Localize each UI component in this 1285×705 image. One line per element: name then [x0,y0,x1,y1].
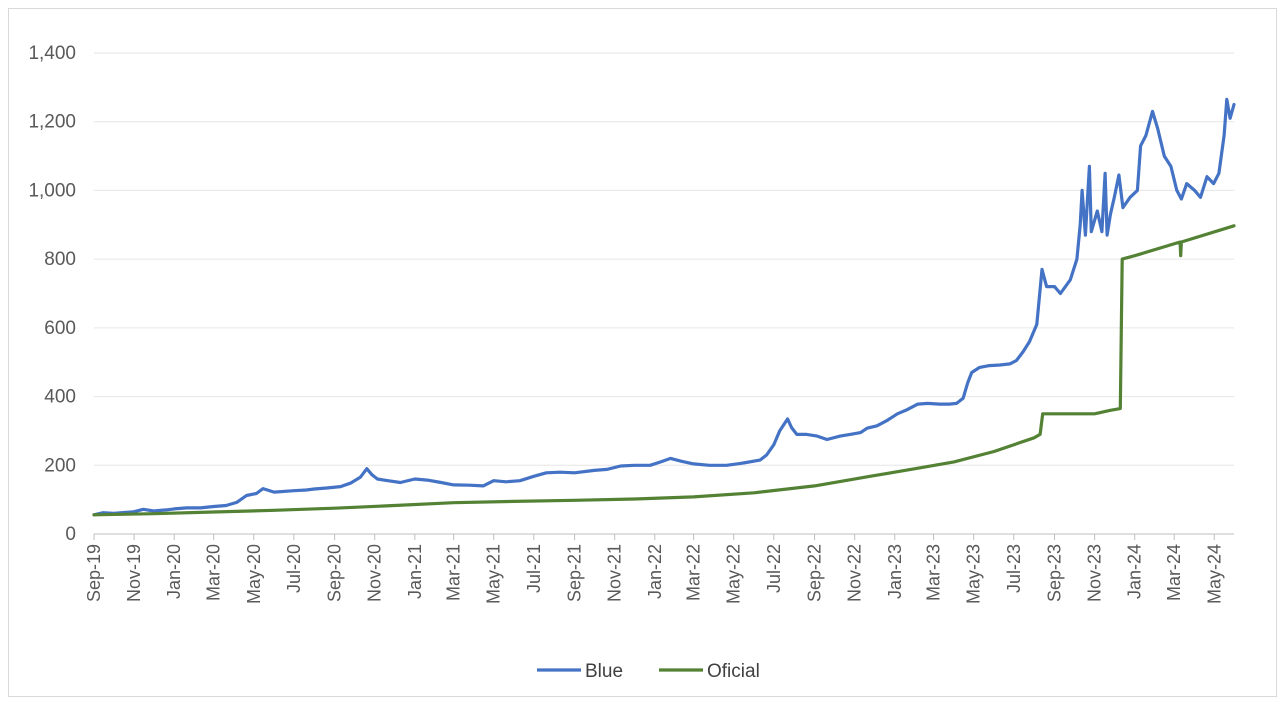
y-tick-label: 0 [65,524,76,545]
x-tick-label: May-21 [484,544,504,604]
legend-label-oficial: Oficial [707,661,760,682]
y-axis-labels: 0 200 400 600 800 1,000 1,200 1,400 [28,43,76,545]
legend-label-blue: Blue [585,661,623,682]
x-tick-label: May-20 [244,544,264,604]
x-tick-label: Nov-19 [124,544,144,602]
y-tick-label: 600 [44,318,76,339]
series-lines [92,97,1236,517]
x-tick-label: Jan-24 [1125,544,1145,599]
y-tick-label: 1,000 [28,180,76,201]
x-tick-label: Jul-22 [764,544,784,593]
x-tick-label: Jan-22 [645,544,665,599]
x-tick-label: May-23 [964,544,984,604]
x-tick-label: Mar-20 [204,544,224,601]
x-tick-label: Jan-20 [164,544,184,599]
y-tick-label: 800 [44,249,76,270]
x-axis: Sep-19 Nov-19 Jan-20 Mar-20 May-20 Jul-20 Sep-… [84,533,1234,604]
gridlines [94,52,1234,466]
y-tick-label: 400 [44,387,76,408]
series-line-oficial [92,224,1236,517]
x-tick-label: Nov-22 [845,544,865,602]
x-tick-label: May-24 [1204,544,1224,604]
series-line-blue [92,97,1236,517]
x-tick-label: Jan-21 [405,544,425,599]
x-tick-label: Nov-20 [365,544,385,602]
y-tick-label: 1,400 [28,43,76,64]
x-tick-label: Nov-21 [605,544,625,602]
x-tick-label: Nov-23 [1085,544,1105,602]
x-tick-label: Mar-24 [1164,544,1184,601]
x-tick-label: Mar-22 [684,544,704,601]
y-tick-label: 1,200 [28,112,76,133]
x-tick-label: Sep-23 [1045,544,1065,602]
x-tick-label: Jan-23 [885,544,905,599]
x-tick-label: Sep-20 [325,544,345,602]
y-tick-label: 200 [44,455,76,476]
x-tick-label: Jul-21 [524,544,544,593]
x-tick-label: Sep-21 [565,544,585,602]
x-tick-label: May-22 [724,544,744,604]
x-tick-label: Jul-20 [284,544,304,593]
legend: Blue Oficial [537,661,760,682]
x-tick-label: Mar-21 [444,544,464,601]
x-tick-label: Mar-23 [924,544,944,601]
chart-frame: 0 200 400 600 800 1,000 1,200 1,400 Sep-19 Nov-1… [8,8,1277,697]
x-tick-label: Jul-23 [1004,544,1024,593]
line-chart: 0 200 400 600 800 1,000 1,200 1,400 Sep-19 Nov-1… [28,43,1236,682]
x-tick-label: Sep-19 [84,544,104,602]
x-tick-label: Sep-22 [805,544,825,602]
